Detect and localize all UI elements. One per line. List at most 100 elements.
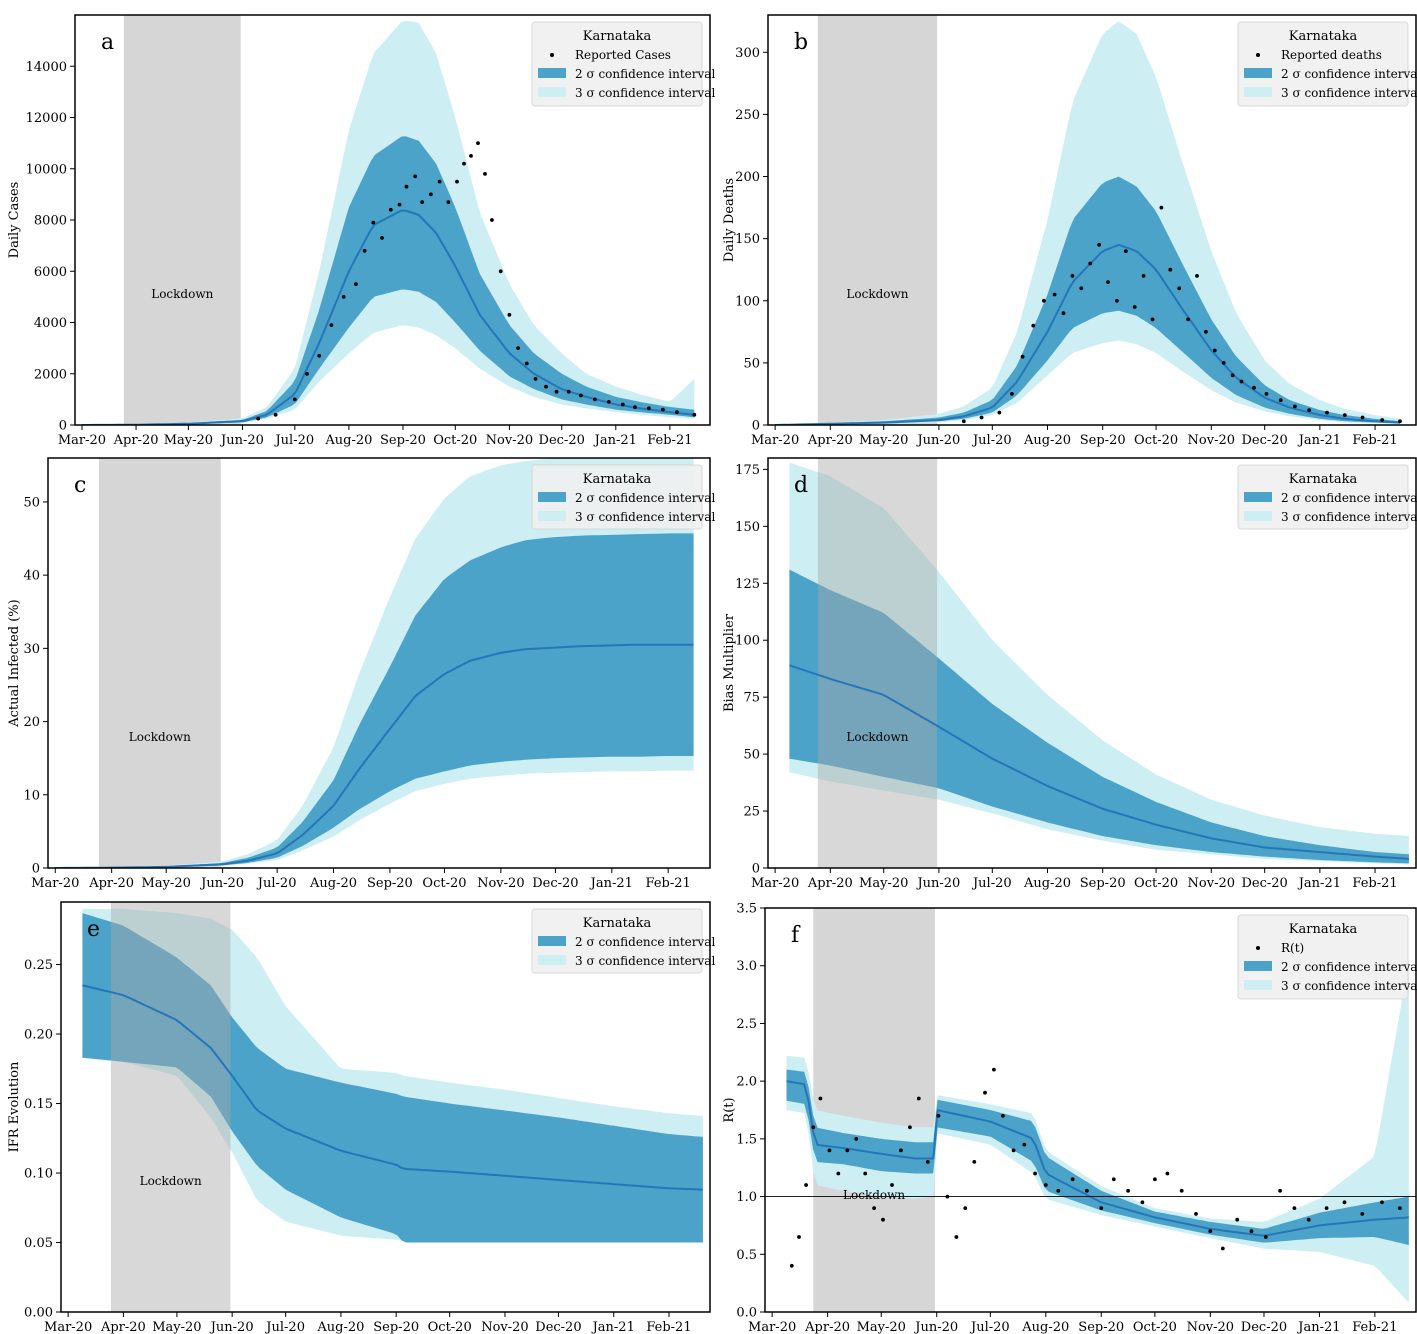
y-tick-label: 1.5 [736,1132,757,1147]
y-tick-label: 10000 [26,162,67,177]
x-tick-label: Aug-20 [1023,876,1071,891]
data-point [1022,1142,1027,1147]
axes-frame [60,901,711,1313]
legend-3-sigma-swatch [1244,511,1272,521]
data-point [1165,1171,1170,1176]
data-point [1342,1200,1347,1205]
data-point [404,184,409,189]
y-tick-label: 12000 [26,111,67,126]
data-point [516,346,520,350]
plot-area [55,458,694,868]
data-point [498,269,503,274]
legend-3-sigma-label: 3 σ confidence interval [575,510,715,524]
data-point [606,400,611,404]
y-tick-label: 150 [735,232,760,247]
data-point [1150,317,1155,322]
data-point [1115,298,1119,303]
data-point [490,218,494,222]
data-point [1230,373,1235,378]
data-point [890,1183,894,1187]
legend-3-sigma-swatch [1244,980,1272,990]
lockdown-label: Lockdown [129,730,191,744]
data-point [661,407,665,412]
data-point [836,1171,841,1176]
mean-line [786,1080,1409,1237]
x-tick-label: Apr-20 [100,1320,146,1334]
data-point [292,397,297,402]
x-tick-label: Aug-20 [309,876,357,891]
x-tick-label: Sep-20 [1080,433,1126,448]
x-tick-label: Oct-20 [1133,1320,1177,1334]
data-point [1324,1206,1329,1210]
data-point [1033,1171,1037,1176]
legend-point-marker [1256,946,1260,950]
data-point [1088,261,1093,266]
panel-letter: b [794,30,808,55]
y-tick-label: 6000 [34,265,67,280]
x-tick-label: Feb-21 [646,1320,691,1334]
data-point [437,179,442,184]
mean-line [775,243,1401,425]
plot-area [765,908,1416,1312]
x-tick-label: Feb-21 [1352,433,1397,448]
data-point [544,384,548,389]
y-tick-label: 0 [752,419,760,434]
y-tick-label: 40 [23,569,40,584]
plot-area [82,902,703,1312]
band-2-sigma [55,533,694,868]
y-tick-label: 150 [735,520,760,535]
y-tick-label: 175 [735,463,760,478]
panel-letter: a [101,30,114,55]
panel-d: Lockdown Mar-20 Apr-20 May-20 Jun-20 Jul-20 Au… [722,457,1417,891]
y-axis-label: Daily Cases [7,182,22,259]
y-tick-label: 0.15 [24,1097,53,1112]
y-tick-label: 50 [743,356,760,371]
legend-points-label: R(t) [1281,941,1304,955]
x-tick-label: Dec-20 [1242,433,1288,448]
data-point [1031,323,1036,328]
y-tick-label: 0.5 [736,1248,757,1263]
y-tick-label: 300 [735,46,760,61]
legend-box [1237,464,1409,530]
axes-frame [47,457,711,869]
data-point [1153,1177,1157,1182]
mean-line [789,664,1409,860]
legend-2-sigma-label: 2 σ confidence interval [1281,491,1417,505]
x-tick-label: Jul-20 [971,876,1012,891]
x-tick-label: Oct-20 [1134,433,1178,448]
data-point [455,179,459,184]
data-point [483,172,487,176]
plot-area [82,15,697,425]
x-tick-label: Jul-20 [264,1320,305,1334]
panel-b: Lockdown Mar-20 Apr-20 May-20 Jun-20 Jul-20 Au… [722,14,1417,448]
data-point [413,174,418,179]
data-point [961,419,966,424]
legend-title: Karnataka [583,472,652,487]
data-point [1252,385,1256,390]
data-point [818,1096,823,1101]
y-tick-label: 0.05 [24,1236,53,1251]
lockdown-band [813,908,935,1312]
data-point [1380,1200,1384,1205]
legend-3-sigma-label: 3 σ confidence interval [1281,979,1417,993]
data-point [469,154,473,158]
x-tick-label: Jan-21 [591,1320,635,1334]
y-tick-label: 0 [32,862,40,877]
y-tick-label: 30 [23,642,40,657]
x-tick-label: May-20 [859,433,908,448]
x-tick-label: Aug-20 [316,1320,364,1334]
data-point [1106,280,1110,284]
data-point [972,1160,977,1164]
data-point [1052,292,1057,297]
x-tick-label: Jan-21 [1296,1320,1340,1334]
y-tick-label: 250 [735,108,760,123]
x-tick-label: Nov-20 [486,433,533,448]
data-point [925,1160,930,1164]
legend: Karnataka 2 σ confidence interval 3 σ conf… [531,464,715,530]
data-point [1292,1206,1297,1210]
data-point [945,1194,950,1199]
y-tick-label: 20 [23,715,40,730]
legend: Karnataka Reported deaths 2 σ confidence i… [1237,21,1417,107]
x-tick-label: Aug-20 [1023,433,1071,448]
x-tick-label: Jan-21 [1297,433,1341,448]
